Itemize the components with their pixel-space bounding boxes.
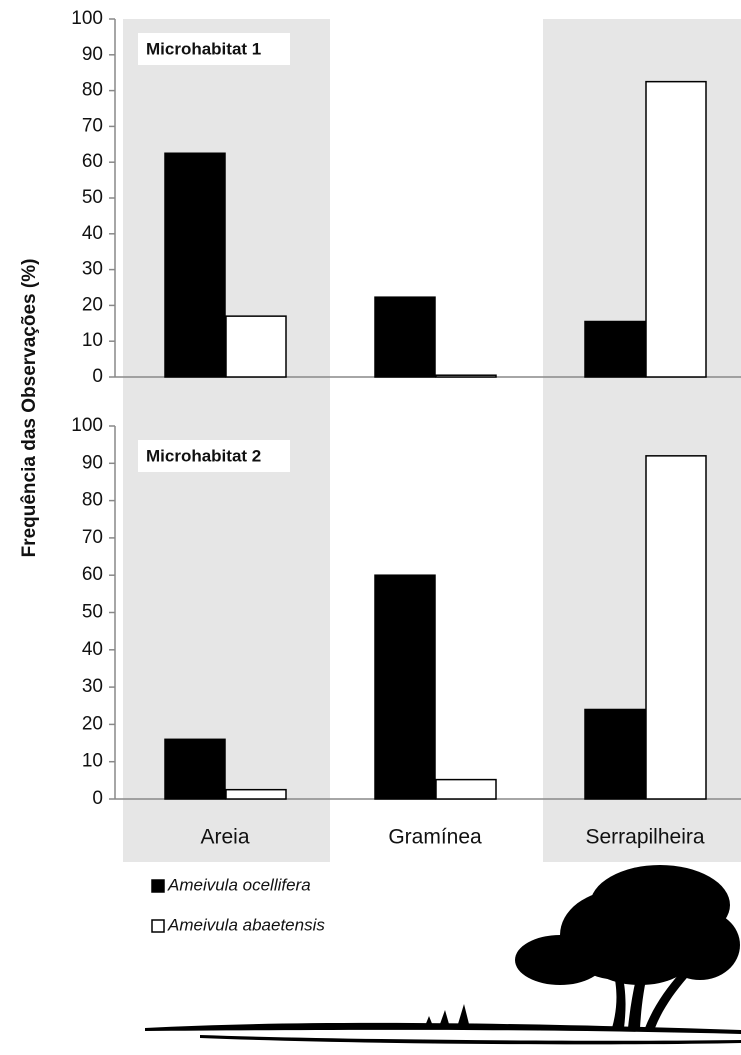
y-tick-label: 90 bbox=[82, 452, 103, 473]
bar bbox=[585, 322, 645, 377]
y-tick-label: 60 bbox=[82, 564, 103, 585]
y-axis-label: Frequência das Observações (%) bbox=[19, 259, 40, 558]
y-tick-label: 80 bbox=[82, 80, 103, 101]
x-tick-label: Areia bbox=[200, 826, 249, 849]
y-tick-label: 60 bbox=[82, 151, 103, 172]
y-tick-label: 20 bbox=[82, 294, 103, 315]
legend-label: Ameivula abaetensis bbox=[167, 915, 325, 934]
y-tick-label: 80 bbox=[82, 490, 103, 511]
bar bbox=[375, 575, 435, 799]
y-tick-label: 70 bbox=[82, 527, 103, 548]
panel-title: Microhabitat 1 bbox=[146, 39, 261, 58]
bar bbox=[646, 82, 706, 377]
legend-swatch bbox=[152, 880, 164, 892]
bar bbox=[226, 790, 286, 799]
y-tick-label: 0 bbox=[92, 366, 103, 387]
y-tick-label: 10 bbox=[82, 751, 103, 772]
chart: Frequência das Observações (%) 0 10 20 30 40… bbox=[0, 0, 741, 1055]
y-tick-label: 0 bbox=[92, 788, 103, 809]
legend-swatch bbox=[152, 920, 164, 932]
y-tick-label: 100 bbox=[71, 415, 103, 436]
y-tick-label: 70 bbox=[82, 115, 103, 136]
y-tick-label: 40 bbox=[82, 639, 103, 660]
bar bbox=[165, 739, 225, 799]
bar bbox=[646, 456, 706, 799]
bar bbox=[585, 709, 645, 799]
y-tick-label: 10 bbox=[82, 330, 103, 351]
y-tick-label: 30 bbox=[82, 259, 103, 280]
y-tick-label: 30 bbox=[82, 676, 103, 697]
bar bbox=[436, 375, 496, 377]
y-tick-label: 90 bbox=[82, 44, 103, 65]
bar bbox=[226, 316, 286, 377]
bar bbox=[436, 780, 496, 799]
panel-title: Microhabitat 2 bbox=[146, 446, 261, 465]
bar bbox=[165, 153, 225, 377]
y-tick-label: 40 bbox=[82, 223, 103, 244]
legend-label: Ameivula ocellifera bbox=[167, 875, 311, 894]
y-tick-label: 50 bbox=[82, 602, 103, 623]
y-tick-label: 50 bbox=[82, 187, 103, 208]
y-tick-label: 100 bbox=[71, 8, 103, 29]
x-tick-label: Gramínea bbox=[388, 826, 482, 849]
y-tick-label: 20 bbox=[82, 713, 103, 734]
x-tick-label: Serrapilheira bbox=[585, 826, 704, 849]
bar bbox=[375, 297, 435, 377]
